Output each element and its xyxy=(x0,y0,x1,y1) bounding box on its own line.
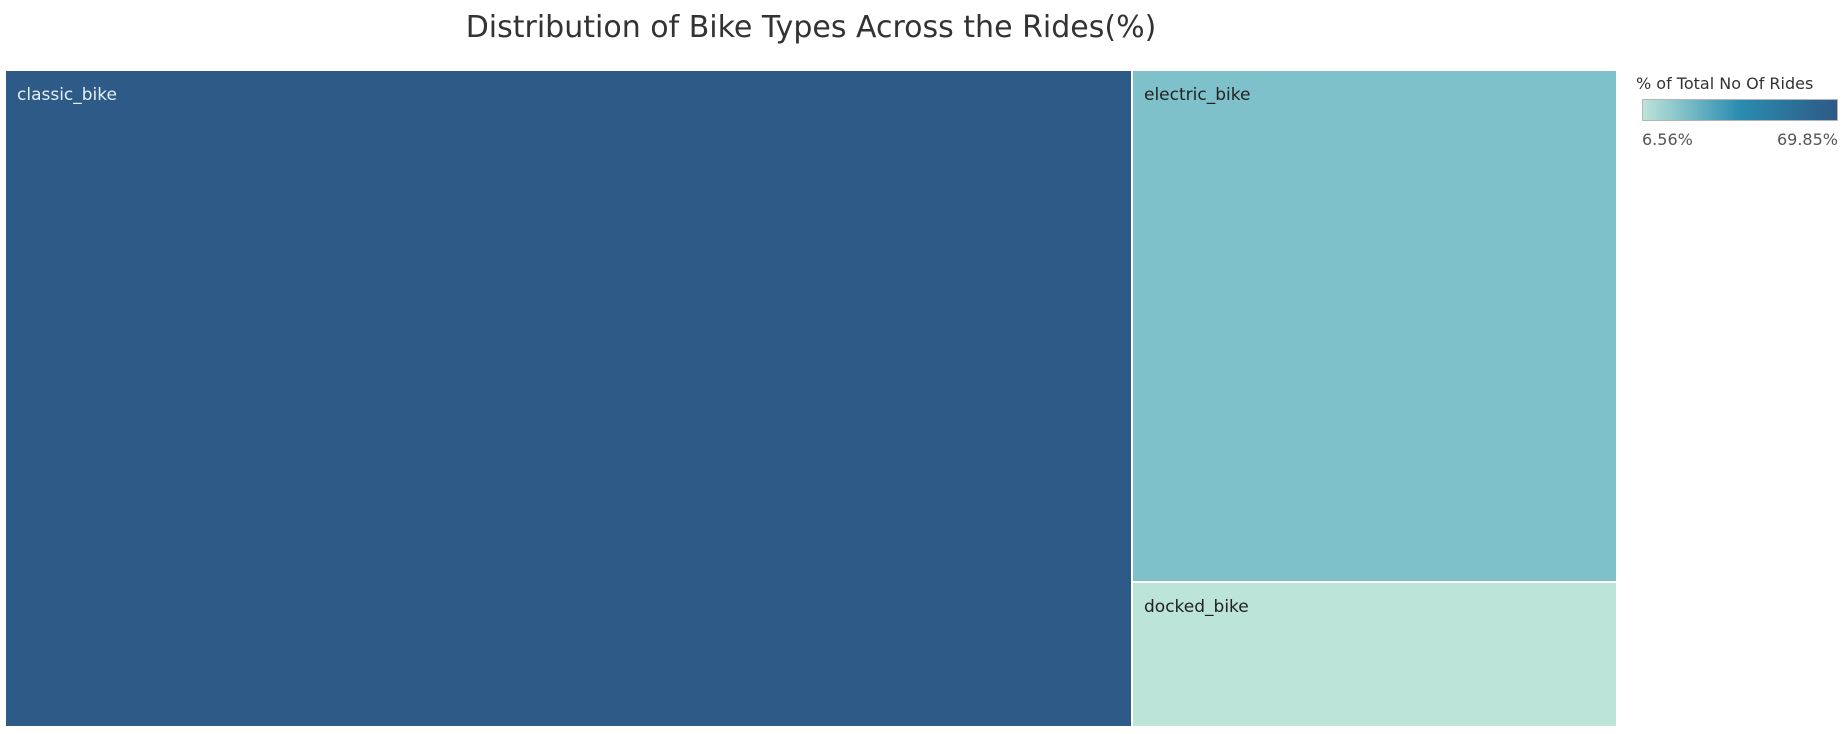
legend-title: % of Total No Of Rides xyxy=(1636,74,1814,93)
legend-min-label: 6.56% xyxy=(1642,130,1693,149)
treemap-tile-docked-bike[interactable]: docked_bike xyxy=(1133,583,1616,726)
tile-label: classic_bike xyxy=(17,85,117,105)
treemap-tile-classic-bike[interactable]: classic_bike xyxy=(6,71,1131,726)
legend-max-label: 69.85% xyxy=(1776,130,1838,149)
treemap: classic_bike electric_bike docked_bike xyxy=(6,71,1616,726)
chart-title: Distribution of Bike Types Across the Ri… xyxy=(465,10,1157,45)
tile-label: docked_bike xyxy=(1144,597,1249,617)
legend-gradient-bar xyxy=(1642,99,1838,121)
treemap-tile-electric-bike[interactable]: electric_bike xyxy=(1133,71,1616,581)
tile-label: electric_bike xyxy=(1144,85,1251,105)
